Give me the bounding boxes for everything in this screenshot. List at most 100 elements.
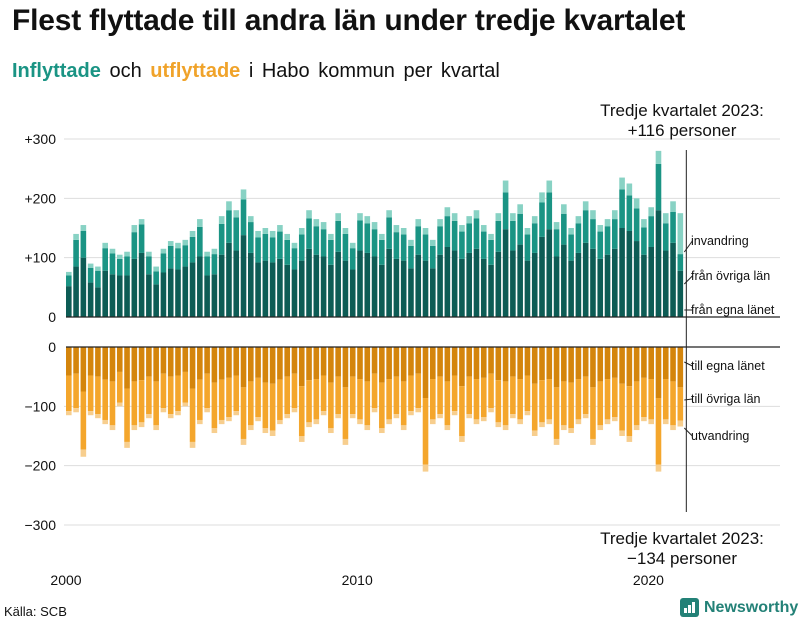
bar-in-egna xyxy=(393,258,400,317)
bar-out-ovriga xyxy=(211,382,218,429)
bar-in-invandring xyxy=(473,210,480,219)
bar-out-utvandring xyxy=(226,417,232,422)
bar-in-ovriga xyxy=(226,210,232,243)
y-tick-label-top: +200 xyxy=(24,190,56,206)
bar-out-egna xyxy=(619,347,625,384)
bar-out-utvandring xyxy=(619,430,625,436)
bar-out-egna xyxy=(80,347,87,392)
bar-out-ovriga xyxy=(444,381,451,426)
bar-in-egna xyxy=(561,244,567,317)
bar-in-egna xyxy=(131,258,138,317)
bar-out-utvandring xyxy=(437,414,443,419)
bar-in-invandring xyxy=(80,225,87,231)
bar-in-egna xyxy=(175,269,181,317)
bar-in-egna xyxy=(459,258,465,317)
bar-out-ovriga xyxy=(349,376,356,415)
bar-in-ovriga xyxy=(349,248,356,270)
bar-in-ovriga xyxy=(160,253,167,273)
bar-in-invandring xyxy=(648,207,654,217)
bar-in-ovriga xyxy=(255,237,261,263)
bar-out-utvandring xyxy=(364,425,371,431)
bar-out-ovriga xyxy=(306,380,312,423)
bar-in-ovriga xyxy=(466,223,472,253)
bar-out-egna xyxy=(451,347,458,376)
bar-in-egna xyxy=(488,264,494,317)
bar-in-ovriga xyxy=(517,213,523,245)
bar-in-egna xyxy=(604,254,611,317)
bar-in-ovriga xyxy=(269,237,276,263)
bar-out-egna xyxy=(95,347,101,377)
legend-leader-bottom xyxy=(684,361,693,367)
bar-in-invandring xyxy=(226,201,232,211)
chart-subtitle: Inflyttade och utflyttade i Habo kommun … xyxy=(12,60,500,83)
bar-out-egna xyxy=(437,347,443,377)
bar-out-ovriga xyxy=(495,380,502,423)
bar-in-ovriga xyxy=(619,189,625,228)
bar-in-ovriga xyxy=(626,195,633,231)
bar-out-ovriga xyxy=(568,382,574,429)
bar-out-utvandring xyxy=(153,425,159,431)
bar-out-egna xyxy=(73,347,79,374)
bar-in-egna xyxy=(124,275,130,317)
bar-out-utvandring xyxy=(648,419,654,425)
bar-out-ovriga xyxy=(124,388,130,442)
bar-in-egna xyxy=(349,269,356,317)
annotation-bottom-line1: Tredje kvartalet 2023: xyxy=(600,529,764,548)
bar-in-invandring xyxy=(320,222,327,230)
bar-out-egna xyxy=(648,347,654,380)
bar-out-utvandring xyxy=(66,411,72,416)
bar-out-utvandring xyxy=(284,414,290,419)
bar-out-egna xyxy=(197,347,203,380)
bar-in-egna xyxy=(670,242,676,317)
bar-out-utvandring xyxy=(517,419,523,425)
bar-in-ovriga xyxy=(670,211,676,243)
bar-out-egna xyxy=(255,347,261,378)
bar-in-invandring xyxy=(189,230,196,237)
bar-in-ovriga xyxy=(546,192,553,230)
bar-out-ovriga xyxy=(422,398,429,465)
bar-in-ovriga xyxy=(357,220,363,251)
bar-in-invandring xyxy=(539,192,545,203)
bar-in-invandring xyxy=(87,263,94,268)
bar-out-egna xyxy=(582,347,589,377)
bar-in-egna xyxy=(248,252,254,317)
bar-in-invandring xyxy=(371,222,378,230)
bar-out-ovriga xyxy=(561,381,567,426)
bar-in-ovriga xyxy=(153,271,159,285)
bar-out-utvandring xyxy=(182,402,189,407)
bar-in-invandring xyxy=(182,239,189,246)
bar-out-egna xyxy=(284,347,290,377)
bar-out-utvandring xyxy=(298,436,305,442)
bar-in-egna xyxy=(575,252,582,317)
bar-out-egna xyxy=(524,347,531,376)
bar-in-ovriga xyxy=(87,267,94,283)
bar-out-ovriga xyxy=(531,383,538,431)
bar-in-egna xyxy=(189,262,196,317)
legend-label-bottom: till övriga län xyxy=(691,392,761,406)
bar-in-ovriga xyxy=(561,213,567,245)
bar-out-ovriga xyxy=(546,379,553,420)
bar-in-invandring xyxy=(364,216,371,224)
bar-out-utvandring xyxy=(451,411,458,416)
bar-out-utvandring xyxy=(277,419,283,425)
y-tick-label-bottom: 0 xyxy=(48,339,56,355)
bar-out-ovriga xyxy=(400,381,407,426)
bar-in-ovriga xyxy=(662,223,669,251)
bar-out-utvandring xyxy=(269,430,276,436)
bar-in-invandring xyxy=(546,180,553,193)
bar-in-invandring xyxy=(306,210,312,219)
bar-out-utvandring xyxy=(109,425,116,431)
bar-out-ovriga xyxy=(342,387,349,439)
bar-out-utvandring xyxy=(502,425,509,431)
bar-out-utvandring xyxy=(262,428,269,434)
bar-in-invandring xyxy=(510,213,516,221)
bar-in-egna xyxy=(612,248,618,317)
bar-in-invandring xyxy=(430,239,436,246)
bar-out-utvandring xyxy=(255,417,261,422)
bar-out-egna xyxy=(109,347,116,382)
bar-out-egna xyxy=(240,347,247,388)
bar-in-egna xyxy=(218,254,225,317)
bar-out-utvandring xyxy=(415,408,422,413)
legend-leader-bottom xyxy=(684,398,693,401)
